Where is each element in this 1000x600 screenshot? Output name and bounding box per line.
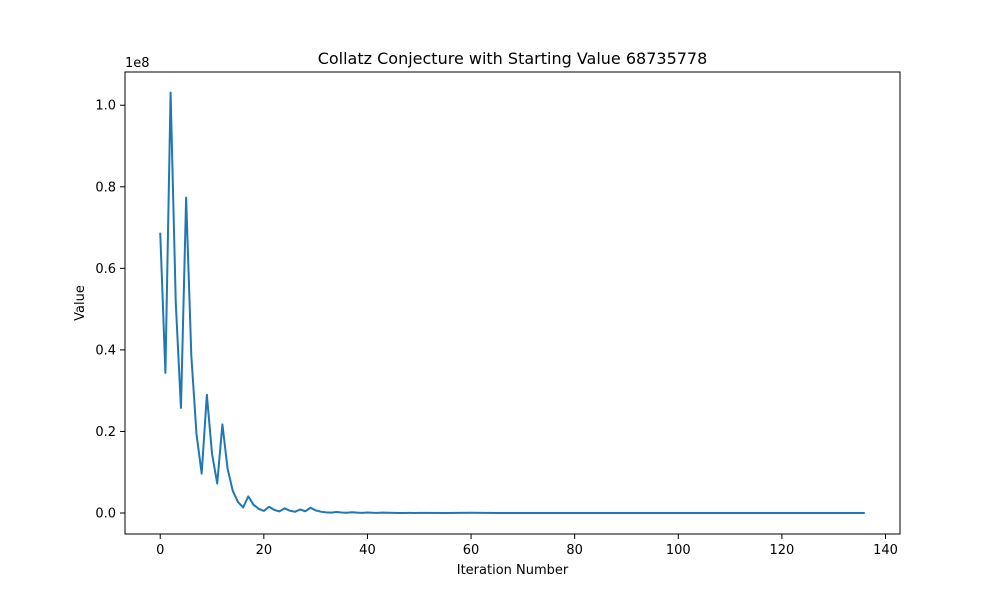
y-tick-label: 0.8 (95, 180, 116, 195)
y-tick-label: 1.0 (95, 99, 116, 114)
series-line-0 (159, 91, 865, 514)
x-tick-label: 120 (769, 543, 794, 558)
plot-frame (124, 71, 901, 535)
y-tick-label: 0.2 (95, 425, 116, 440)
y-tick-label: 0.4 (95, 343, 116, 358)
x-axis: 0 20 40 60 80 100 120 140 (156, 534, 898, 558)
x-tick-label: 40 (359, 543, 376, 558)
x-tick-label: 80 (566, 543, 583, 558)
plot-area (159, 91, 865, 514)
y-axis-label: Value (73, 285, 88, 321)
x-tick-label: 0 (156, 543, 164, 558)
y-tick-label: 0.6 (95, 262, 116, 277)
y-axis: 0.0 0.2 0.4 0.6 0.8 1.0 (95, 99, 125, 522)
x-tick-label: 100 (666, 543, 691, 558)
chart-title: Collatz Conjecture with Starting Value 6… (318, 49, 708, 68)
x-tick-label: 140 (873, 543, 898, 558)
y-axis-offset-label: 1e8 (125, 56, 150, 71)
x-tick-label: 60 (463, 543, 480, 558)
x-axis-label: Iteration Number (457, 563, 569, 578)
x-tick-label: 20 (256, 543, 273, 558)
y-tick-label: 0.0 (95, 507, 116, 522)
